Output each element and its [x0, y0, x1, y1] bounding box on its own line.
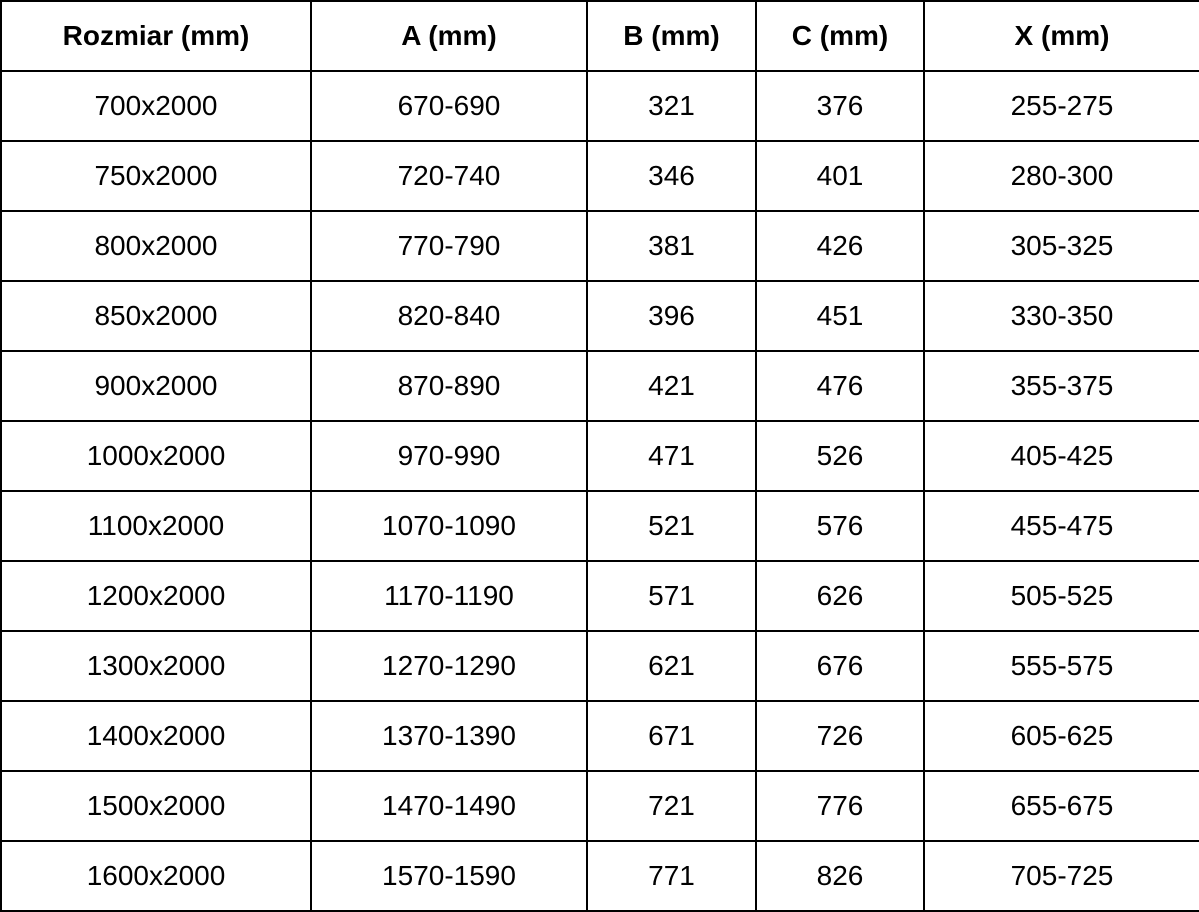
table-cell: 330-350: [923, 280, 1199, 352]
table-row: 1200x2000 1170-1190 571 626 505-525: [0, 560, 1199, 632]
table-cell: 970-990: [310, 420, 588, 492]
table-cell: 670-690: [310, 70, 588, 142]
table-cell: 526: [755, 420, 925, 492]
table-cell: 1600x2000: [0, 840, 312, 912]
header-row: Rozmiar (mm) A (mm) B (mm) C (mm) X (mm): [0, 0, 1199, 72]
table-cell: 726: [755, 700, 925, 772]
table-cell: 626: [755, 560, 925, 632]
table-cell: 451: [755, 280, 925, 352]
table-cell: 1170-1190: [310, 560, 588, 632]
header-cell-a: A (mm): [310, 0, 588, 72]
table-cell: 405-425: [923, 420, 1199, 492]
table-cell: 750x2000: [0, 140, 312, 212]
table-row: 1400x2000 1370-1390 671 726 605-625: [0, 700, 1199, 772]
table-cell: 355-375: [923, 350, 1199, 422]
table-cell: 576: [755, 490, 925, 562]
table-cell: 1270-1290: [310, 630, 588, 702]
table-cell: 426: [755, 210, 925, 282]
table-cell: 800x2000: [0, 210, 312, 282]
table-cell: 1370-1390: [310, 700, 588, 772]
table-cell: 850x2000: [0, 280, 312, 352]
table-row: 1500x2000 1470-1490 721 776 655-675: [0, 770, 1199, 842]
table-cell: 396: [586, 280, 757, 352]
table-row: 1000x2000 970-990 471 526 405-425: [0, 420, 1199, 492]
table-cell: 1570-1590: [310, 840, 588, 912]
header-cell-x: X (mm): [923, 0, 1199, 72]
table-cell: 655-675: [923, 770, 1199, 842]
table-cell: 571: [586, 560, 757, 632]
table-row: 750x2000 720-740 346 401 280-300: [0, 140, 1199, 212]
table-cell: 870-890: [310, 350, 588, 422]
table-body: 700x2000 670-690 321 376 255-275 750x2000 720-…: [0, 70, 1199, 912]
table-row: 1600x2000 1570-1590 771 826 705-725: [0, 840, 1199, 912]
table-cell: 321: [586, 70, 757, 142]
table-cell: 771: [586, 840, 757, 912]
table-cell: 476: [755, 350, 925, 422]
table-cell: 826: [755, 840, 925, 912]
table-cell: 471: [586, 420, 757, 492]
table-row: 900x2000 870-890 421 476 355-375: [0, 350, 1199, 422]
table-cell: 900x2000: [0, 350, 312, 422]
table-row: 1100x2000 1070-1090 521 576 455-475: [0, 490, 1199, 562]
table-row: 700x2000 670-690 321 376 255-275: [0, 70, 1199, 142]
table-cell: 555-575: [923, 630, 1199, 702]
table-cell: 280-300: [923, 140, 1199, 212]
table-cell: 255-275: [923, 70, 1199, 142]
table-cell: 1000x2000: [0, 420, 312, 492]
table-cell: 705-725: [923, 840, 1199, 912]
table-cell: 770-790: [310, 210, 588, 282]
table-cell: 1070-1090: [310, 490, 588, 562]
table-cell: 1500x2000: [0, 770, 312, 842]
table-cell: 401: [755, 140, 925, 212]
table-cell: 700x2000: [0, 70, 312, 142]
table-row: 1300x2000 1270-1290 621 676 555-575: [0, 630, 1199, 702]
table-cell: 605-625: [923, 700, 1199, 772]
table-cell: 676: [755, 630, 925, 702]
table-cell: 305-325: [923, 210, 1199, 282]
table-cell: 1400x2000: [0, 700, 312, 772]
table-cell: 721: [586, 770, 757, 842]
table-cell: 376: [755, 70, 925, 142]
table-row: 800x2000 770-790 381 426 305-325: [0, 210, 1199, 282]
header-cell-b: B (mm): [586, 0, 757, 72]
table-cell: 720-740: [310, 140, 588, 212]
table-row: 850x2000 820-840 396 451 330-350: [0, 280, 1199, 352]
table-cell: 1470-1490: [310, 770, 588, 842]
table-cell: 776: [755, 770, 925, 842]
table-cell: 671: [586, 700, 757, 772]
table-cell: 346: [586, 140, 757, 212]
header-cell-c: C (mm): [755, 0, 925, 72]
table-cell: 505-525: [923, 560, 1199, 632]
table-cell: 455-475: [923, 490, 1199, 562]
table-cell: 621: [586, 630, 757, 702]
table-cell: 1100x2000: [0, 490, 312, 562]
table-cell: 1200x2000: [0, 560, 312, 632]
table-cell: 381: [586, 210, 757, 282]
table-cell: 421: [586, 350, 757, 422]
header-cell-rozmiar: Rozmiar (mm): [0, 0, 312, 72]
table-cell: 820-840: [310, 280, 588, 352]
table-cell: 1300x2000: [0, 630, 312, 702]
table-cell: 521: [586, 490, 757, 562]
